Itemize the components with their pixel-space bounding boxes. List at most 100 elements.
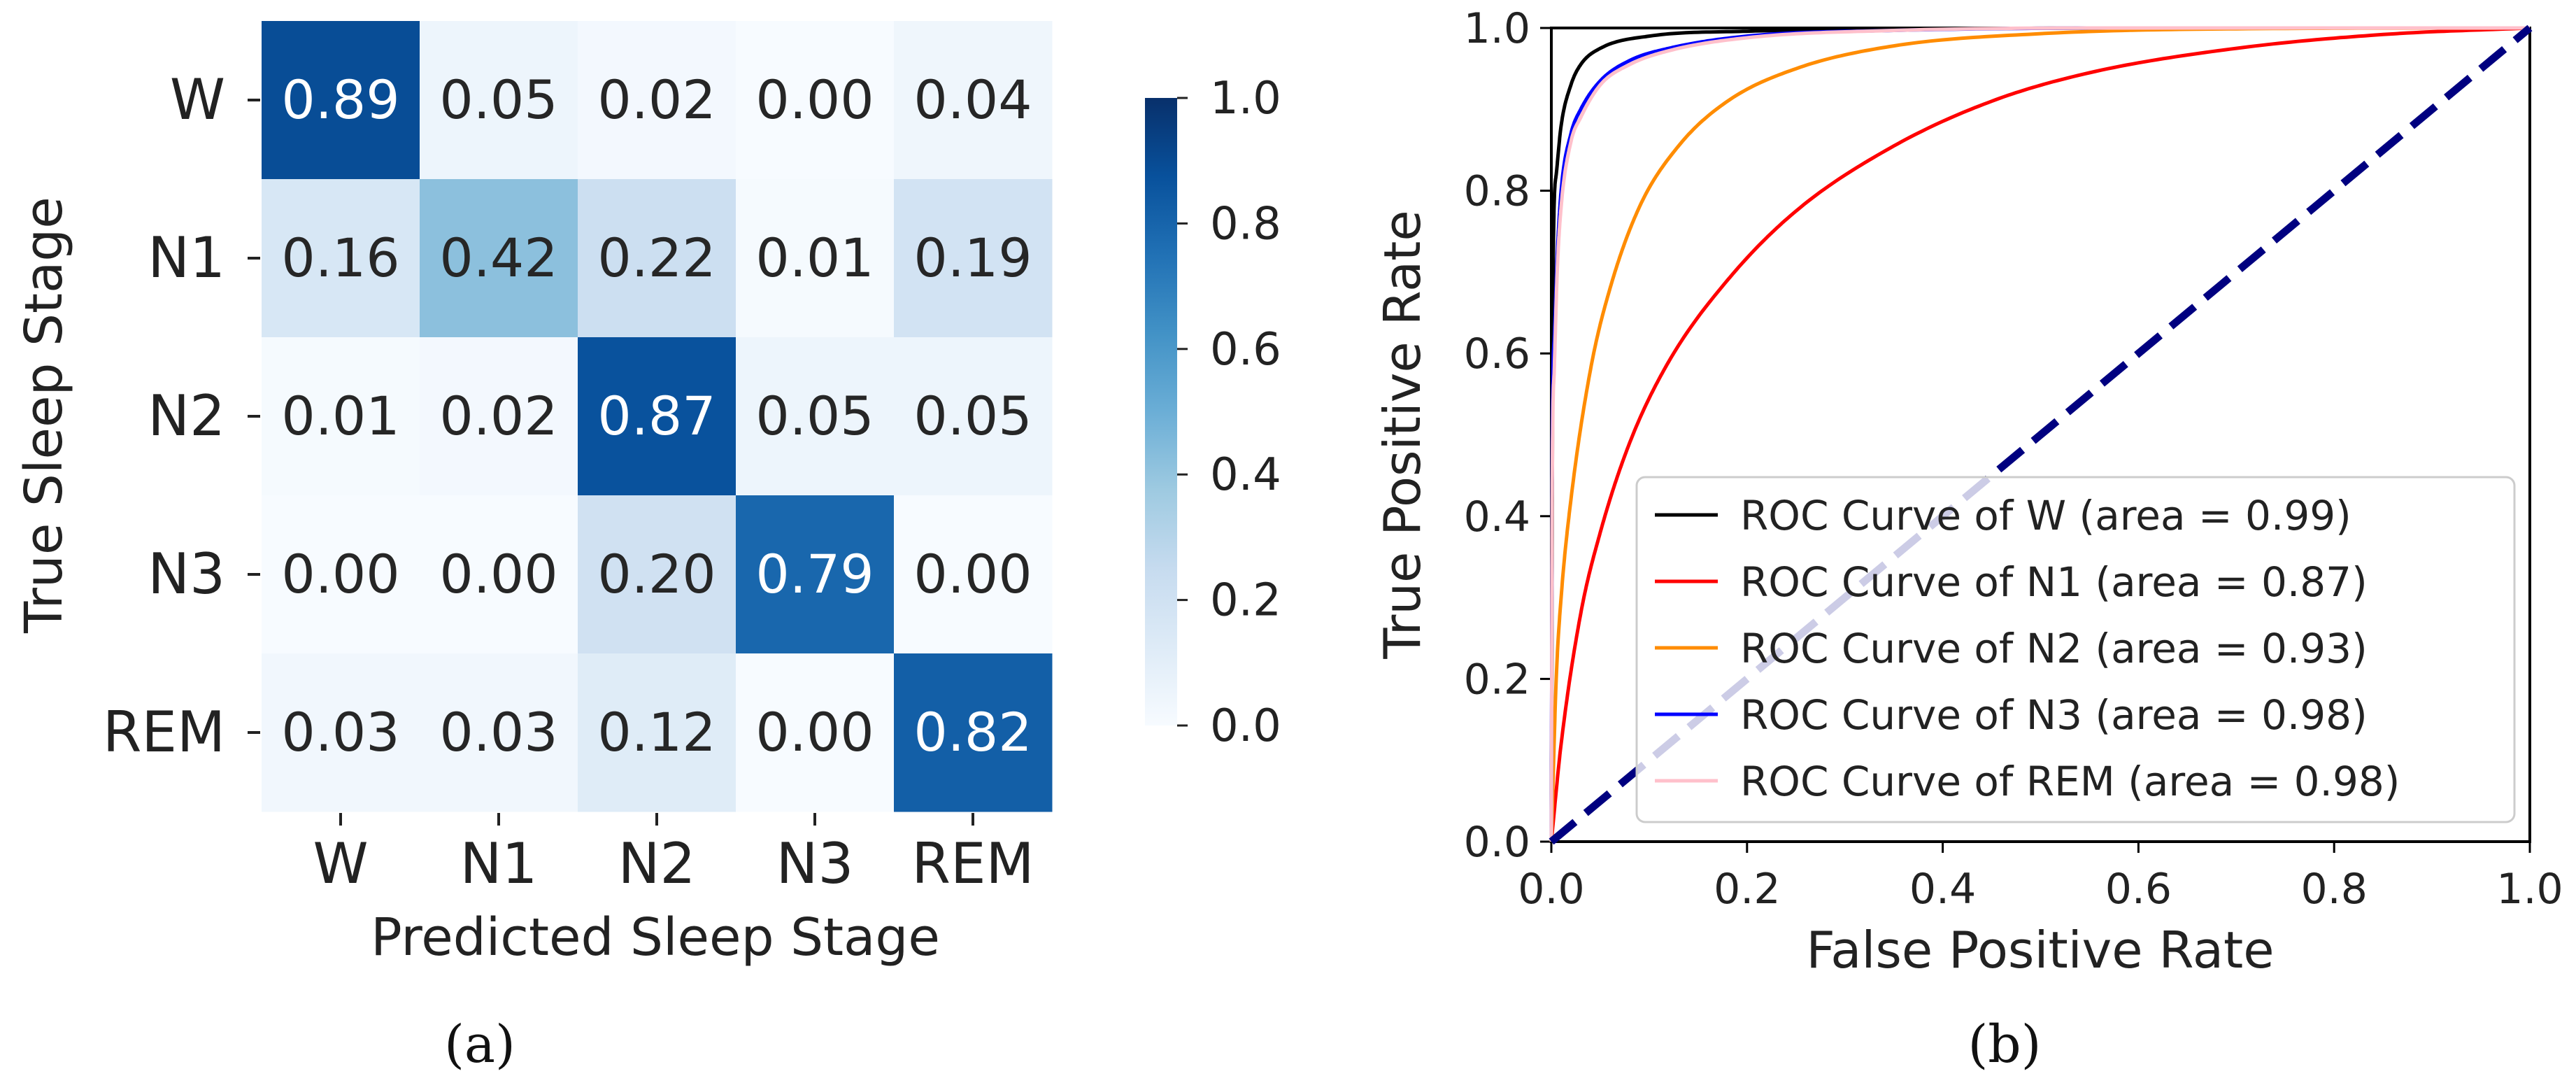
heatmap-cell-label: 0.19: [913, 227, 1032, 289]
roc-y-tick-label: 0.0: [1464, 818, 1530, 867]
heatmap-y-axis-label: True Sleep Stage: [14, 197, 74, 634]
heatmap-cell-rem-n2: [578, 653, 736, 812]
heatmap-cell-label: 0.02: [597, 69, 716, 131]
confusion-matrix-panel: 0.89 0.05 0.02 0.00 0.04 0.16 0.42 0.22 0.01 0.19…: [14, 21, 1281, 1075]
heatmap-cell-n2-n3: [736, 337, 895, 496]
roc-y-tick-label: 0.2: [1464, 655, 1530, 704]
legend-entry-label: ROC Curve of N3 (area = 0.98): [1740, 691, 2368, 739]
heatmap-y-tick-label: N2: [148, 383, 225, 448]
heatmap-cell-label: 0.87: [597, 385, 716, 447]
colorbar-tick-label: 0.2: [1210, 575, 1281, 627]
heatmap-cell-n3-n3: [736, 495, 895, 654]
heatmap-cell-label: 0.00: [755, 69, 874, 131]
heatmap-y-tick-label: REM: [103, 700, 225, 765]
roc-x-tick-label: 1.0: [2496, 865, 2563, 914]
roc-x-tick-label: 0.6: [2105, 865, 2172, 914]
heatmap-cell-label: 0.42: [439, 227, 557, 289]
heatmap-cell-label: 0.03: [439, 701, 557, 763]
legend-entry-label: ROC Curve of N1 (area = 0.87): [1740, 558, 2368, 606]
heatmap-cell-label: 0.01: [281, 385, 399, 447]
heatmap-cell-label: 0.04: [913, 69, 1032, 131]
legend-entry-label: ROC Curve of W (area = 0.99): [1740, 492, 2351, 539]
heatmap-cell-label: 0.05: [439, 69, 557, 131]
heatmap-cell-n1-w: [262, 179, 420, 338]
roc-y-axis-label: True Positive Rate: [1373, 210, 1432, 659]
colorbar: [1145, 98, 1177, 726]
heatmap-cell-label: 0.20: [597, 543, 716, 605]
heatmap-x-tick-label: N2: [618, 831, 696, 896]
heatmap-cell-label: 0.00: [755, 701, 874, 763]
roc-y-tick-label: 0.4: [1464, 493, 1530, 542]
heatmap-cell-w-n3: [736, 21, 895, 180]
panel-label-a: (a): [444, 1014, 515, 1075]
heatmap-cell-rem-n1: [420, 653, 578, 812]
heatmap-cell-label: 0.16: [281, 227, 399, 289]
roc-chance-line: [1549, 24, 2533, 845]
legend-box: [1635, 476, 2516, 823]
roc-curves: [1549, 24, 2533, 845]
roc-curve-n1: [1549, 26, 2531, 842]
roc-x-tick-label: 0.8: [2300, 865, 2367, 914]
heatmap-cell-n2-n1: [420, 337, 578, 496]
heatmap-cell-label: 0.82: [913, 701, 1032, 763]
heatmap-cell-label: 0.05: [755, 385, 874, 447]
heatmap-cell-label: 0.01: [755, 227, 874, 289]
heatmap-cell-w-n2: [578, 21, 736, 180]
heatmap-cell-n2-n2: [578, 337, 736, 496]
heatmap-cell-n2-rem: [894, 337, 1053, 496]
colorbar-tick-label: 1.0: [1210, 73, 1281, 125]
roc-x-tick-label: 0.0: [1518, 865, 1584, 914]
heatmap-cell-n3-n1: [420, 495, 578, 654]
heatmap-cells: [262, 21, 1053, 812]
heatmap-cell-n3-rem: [894, 495, 1053, 654]
panel-label-b: (b): [1967, 1014, 2041, 1075]
colorbar-tick-label: 0.0: [1210, 700, 1281, 752]
heatmap-cell-label: 0.00: [439, 543, 557, 605]
roc-y-ticks: 0.0 0.2 0.4 0.6 0.8 1.0: [1464, 4, 1551, 867]
heatmap-cell-label: 0.03: [281, 701, 399, 763]
heatmap-x-tick-label: REM: [911, 831, 1034, 896]
heatmap-cell-label: 0.02: [439, 385, 557, 447]
roc-x-tick-label: 0.2: [1714, 865, 1780, 914]
roc-curve-rem: [1549, 26, 2530, 842]
heatmap-y-tick-label: N1: [148, 225, 225, 290]
colorbar-ticks: 0.0 0.2 0.4 0.6 0.8 1.0: [1177, 73, 1281, 752]
heatmap-cell-rem-rem: [894, 653, 1053, 812]
colorbar-tick-label: 0.4: [1210, 449, 1281, 501]
heatmap-cell-w-rem: [894, 21, 1053, 180]
heatmap-cell-n1-n1: [420, 179, 578, 338]
heatmap-cell-n1-rem: [894, 179, 1053, 338]
heatmap-x-tick-label: W: [313, 831, 368, 896]
heatmap-y-tick-label: W: [170, 67, 225, 132]
heatmap-cell-label: 0.22: [597, 227, 716, 289]
roc-x-tick-label: 0.4: [1909, 865, 1976, 914]
heatmap-cell-rem-n3: [736, 653, 895, 812]
heatmap-cell-label: 0.12: [597, 701, 716, 763]
heatmap-cell-n3-w: [262, 495, 420, 654]
heatmap-x-ticks: W N1 N2 N3 REM: [313, 813, 1034, 896]
colorbar-tick-label: 0.6: [1210, 324, 1281, 376]
heatmap-cell-n3-n2: [578, 495, 736, 654]
roc-panel: 0.0 0.2 0.4 0.6 0.8 1.0 0.0 0.2 0.4 0.6 0.8 1.0 RO…: [1373, 4, 2563, 1075]
heatmap-cell-label: 0.00: [913, 543, 1032, 605]
roc-curve-n2: [1549, 26, 2530, 842]
colorbar-tick-label: 0.8: [1210, 198, 1281, 250]
heatmap-cell-n1-n3: [736, 179, 895, 338]
roc-x-axis-label: False Positive Rate: [1806, 921, 2274, 979]
heatmap-x-axis-label: Predicted Sleep Stage: [371, 907, 940, 968]
heatmap-y-tick-label: N3: [148, 542, 225, 607]
heatmap-cell-label: 0.05: [913, 385, 1032, 447]
heatmap-cell-w-n1: [420, 21, 578, 180]
roc-y-tick-label: 0.6: [1464, 330, 1530, 378]
heatmap-cell-w-w: [262, 21, 420, 180]
roc-legend: ROC Curve of W (area = 0.99) ROC Curve of…: [1635, 476, 2516, 823]
heatmap-cell-label: 0.79: [755, 543, 874, 605]
heatmap-x-tick-label: N1: [460, 831, 538, 896]
heatmap-cell-n2-w: [262, 337, 420, 496]
heatmap-x-tick-label: N3: [776, 831, 854, 896]
roc-x-ticks: 0.0 0.2 0.4 0.6 0.8 1.0: [1518, 842, 2563, 914]
heatmap-cell-rem-w: [262, 653, 420, 812]
heatmap-y-ticks: W N1 N2 N3 REM: [103, 67, 260, 765]
legend-entry-label: ROC Curve of REM (area = 0.98): [1740, 758, 2400, 805]
